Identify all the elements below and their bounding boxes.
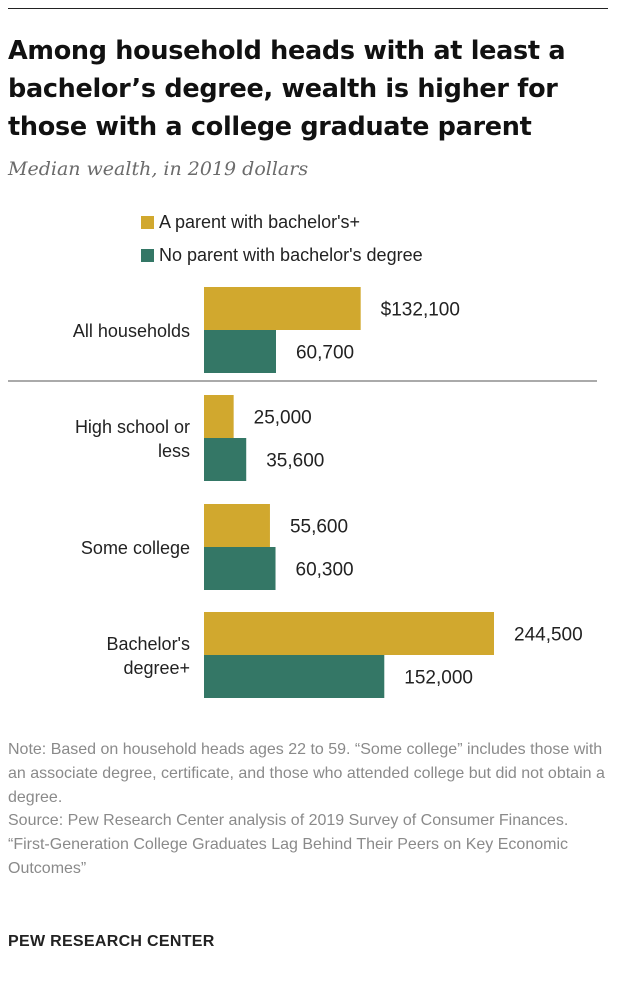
notes: Note: Based on household heads ages 22 t… <box>8 738 613 881</box>
bar <box>204 504 270 547</box>
category-label: All households <box>73 321 190 341</box>
bar <box>204 547 276 590</box>
chart-subtitle: Median wealth, in 2019 dollars <box>8 158 309 180</box>
legend-swatch-parent-ba <box>141 216 154 229</box>
legend-label-no-parent-ba: No parent with bachelor's degree <box>159 245 423 265</box>
chart-title: Among household heads with at least a ba… <box>8 36 566 142</box>
bar <box>204 612 494 655</box>
report-title-text: “First-Generation College Graduates Lag … <box>8 836 568 877</box>
top-rule <box>8 8 608 9</box>
category-label: High school or <box>75 417 190 437</box>
bar <box>204 330 276 373</box>
category-label: Bachelor's <box>107 634 190 654</box>
category-label: Some college <box>81 538 190 558</box>
category-label: degree+ <box>123 658 190 678</box>
bar <box>204 438 247 481</box>
legend-swatch-no-parent-ba <box>141 249 154 262</box>
bar <box>204 655 385 698</box>
bar <box>204 287 361 330</box>
legend-item-parent-ba: A parent with bachelor's+ <box>141 212 360 233</box>
data-label: 55,600 <box>290 517 348 538</box>
category-label: less <box>158 441 190 461</box>
data-label: 60,700 <box>296 343 354 364</box>
legend-item-no-parent-ba: No parent with bachelor's degree <box>141 245 423 266</box>
bar <box>204 395 234 438</box>
note-text: Note: Based on household heads ages 22 t… <box>8 741 605 806</box>
legend-label-parent-ba: A parent with bachelor's+ <box>159 212 361 232</box>
bar-chart: All households $132,100 60,700 High school … <box>8 287 597 698</box>
data-label: $132,100 <box>381 300 460 321</box>
footer-brand: PEW RESEARCH CENTER <box>8 933 215 950</box>
data-label: 60,300 <box>296 560 354 581</box>
data-label: 244,500 <box>514 625 583 646</box>
data-label: 35,600 <box>266 451 324 472</box>
data-label: 25,000 <box>254 408 312 429</box>
source-text: Source: Pew Research Center analysis of … <box>8 812 569 830</box>
data-label: 152,000 <box>404 668 473 689</box>
